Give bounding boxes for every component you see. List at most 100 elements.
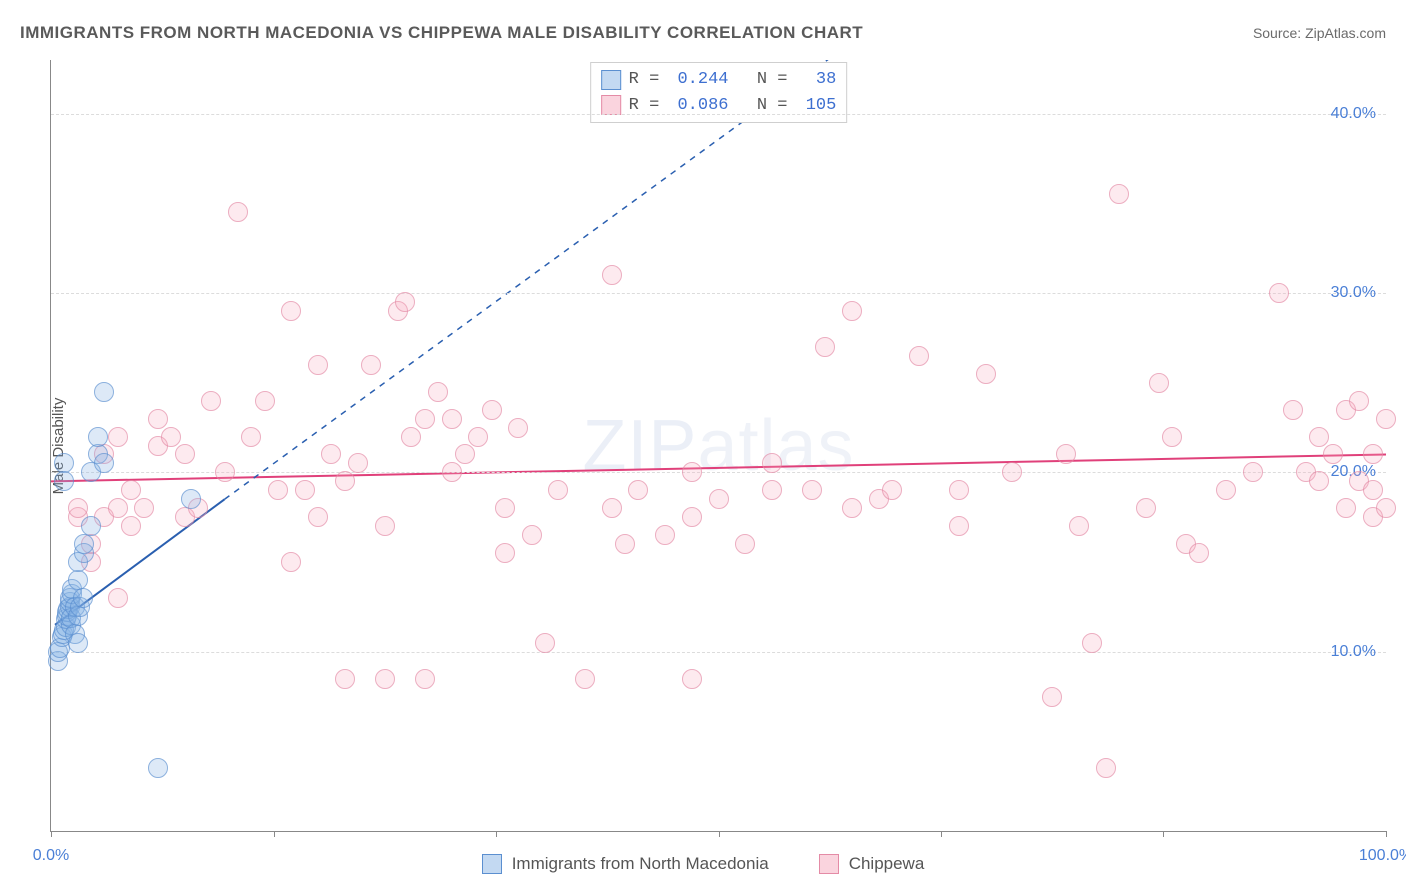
data-point bbox=[175, 444, 195, 464]
data-point bbox=[1283, 400, 1303, 420]
data-point bbox=[1096, 758, 1116, 778]
data-point bbox=[375, 669, 395, 689]
data-point bbox=[522, 525, 542, 545]
data-point bbox=[495, 543, 515, 563]
data-point bbox=[68, 633, 88, 653]
bottom-legend: Immigrants from North Macedonia Chippewa bbox=[0, 854, 1406, 874]
gridline bbox=[51, 652, 1386, 653]
data-point bbox=[442, 409, 462, 429]
legend-item-blue: Immigrants from North Macedonia bbox=[482, 854, 769, 874]
data-point bbox=[181, 489, 201, 509]
data-point bbox=[1349, 391, 1369, 411]
y-tick-label: 30.0% bbox=[1331, 284, 1376, 302]
data-point bbox=[1363, 480, 1383, 500]
data-point bbox=[442, 462, 462, 482]
data-point bbox=[108, 427, 128, 447]
data-point bbox=[842, 301, 862, 321]
data-point bbox=[94, 453, 114, 473]
data-point bbox=[1376, 409, 1396, 429]
legend-label-blue: Immigrants from North Macedonia bbox=[512, 854, 769, 874]
data-point bbox=[1109, 184, 1129, 204]
data-point bbox=[395, 292, 415, 312]
n-value-blue: 38 bbox=[806, 67, 837, 93]
data-point bbox=[68, 498, 88, 518]
data-point bbox=[1309, 427, 1329, 447]
data-point bbox=[909, 346, 929, 366]
data-point bbox=[762, 453, 782, 473]
data-point bbox=[548, 480, 568, 500]
x-tick-mark bbox=[941, 831, 942, 837]
data-point bbox=[1149, 373, 1169, 393]
data-point bbox=[348, 453, 368, 473]
data-point bbox=[335, 471, 355, 491]
data-point bbox=[241, 427, 261, 447]
data-point bbox=[1216, 480, 1236, 500]
data-point bbox=[134, 498, 154, 518]
data-point bbox=[1069, 516, 1089, 536]
data-point bbox=[882, 480, 902, 500]
watermark: ZIPatlas bbox=[582, 405, 854, 487]
data-point bbox=[842, 498, 862, 518]
x-tick-mark bbox=[719, 831, 720, 837]
gridline bbox=[51, 114, 1386, 115]
swatch-blue-icon bbox=[601, 70, 621, 90]
data-point bbox=[361, 355, 381, 375]
data-point bbox=[802, 480, 822, 500]
data-point bbox=[94, 382, 114, 402]
data-point bbox=[1002, 462, 1022, 482]
data-point bbox=[81, 516, 101, 536]
data-point bbox=[255, 391, 275, 411]
data-point bbox=[508, 418, 528, 438]
data-point bbox=[615, 534, 635, 554]
data-point bbox=[1243, 462, 1263, 482]
data-point bbox=[949, 480, 969, 500]
swatch-pink-icon bbox=[601, 95, 621, 115]
data-point bbox=[281, 301, 301, 321]
x-tick-mark bbox=[274, 831, 275, 837]
data-point bbox=[709, 489, 729, 509]
r-label: R = bbox=[629, 67, 670, 93]
data-point bbox=[281, 552, 301, 572]
chart-source: Source: ZipAtlas.com bbox=[1253, 25, 1386, 41]
legend-item-pink: Chippewa bbox=[819, 854, 925, 874]
data-point bbox=[455, 444, 475, 464]
data-point bbox=[295, 480, 315, 500]
data-point bbox=[401, 427, 421, 447]
data-point bbox=[148, 409, 168, 429]
data-point bbox=[949, 516, 969, 536]
data-point bbox=[535, 633, 555, 653]
gridline bbox=[51, 472, 1386, 473]
chart-plot-area: ZIPatlas R = 0.244 N = 38 R = 0.086 N = … bbox=[50, 60, 1386, 832]
chart-header: IMMIGRANTS FROM NORTH MACEDONIA VS CHIPP… bbox=[20, 18, 1386, 48]
data-point bbox=[74, 534, 94, 554]
swatch-pink-icon bbox=[819, 854, 839, 874]
data-point bbox=[1376, 498, 1396, 518]
x-tick-mark bbox=[1163, 831, 1164, 837]
y-tick-label: 40.0% bbox=[1331, 105, 1376, 123]
data-point bbox=[1162, 427, 1182, 447]
data-point bbox=[628, 480, 648, 500]
data-point bbox=[73, 588, 93, 608]
data-point bbox=[415, 669, 435, 689]
data-point bbox=[468, 427, 488, 447]
data-point bbox=[976, 364, 996, 384]
data-point bbox=[482, 400, 502, 420]
data-point bbox=[68, 570, 88, 590]
data-point bbox=[415, 409, 435, 429]
data-point bbox=[1309, 471, 1329, 491]
y-tick-label: 10.0% bbox=[1331, 643, 1376, 661]
data-point bbox=[121, 516, 141, 536]
data-point bbox=[1363, 444, 1383, 464]
x-tick-mark bbox=[496, 831, 497, 837]
data-point bbox=[148, 758, 168, 778]
data-point bbox=[335, 669, 355, 689]
data-point bbox=[308, 507, 328, 527]
data-point bbox=[762, 480, 782, 500]
data-point bbox=[1189, 543, 1209, 563]
chart-title: IMMIGRANTS FROM NORTH MACEDONIA VS CHIPP… bbox=[20, 23, 863, 43]
x-tick-mark bbox=[1386, 831, 1387, 837]
data-point bbox=[121, 480, 141, 500]
data-point bbox=[1323, 444, 1343, 464]
data-point bbox=[108, 498, 128, 518]
data-point bbox=[428, 382, 448, 402]
